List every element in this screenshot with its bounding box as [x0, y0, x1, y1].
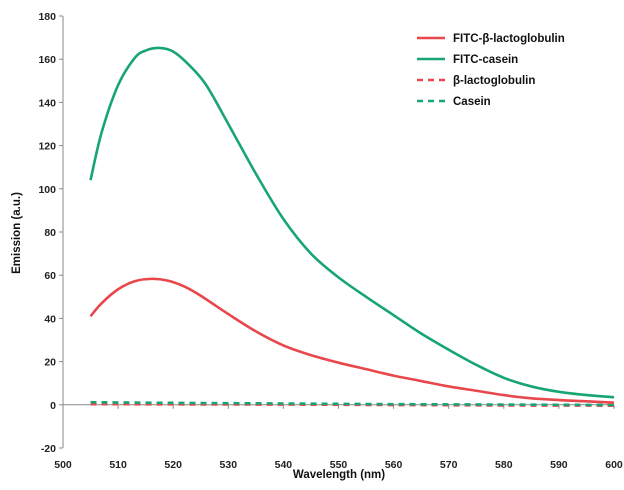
legend-label-lactoglobulin: β-lactoglobulin	[453, 75, 535, 87]
legend-label-fitc-lactoglobulin: FITC-β-lactoglobulin	[453, 33, 565, 45]
x-tick-label: 560	[385, 459, 403, 471]
y-tick-label: 80	[44, 227, 56, 239]
x-tick-label: 590	[550, 459, 568, 471]
series-line-casein	[90, 400, 615, 407]
y-tick-label: 140	[38, 97, 56, 109]
x-tick-label: 500	[54, 459, 72, 471]
series-line-lactoglobulin	[90, 402, 615, 407]
x-tick-label: 550	[330, 459, 348, 471]
series-line-fitc-casein	[89, 46, 615, 399]
y-tick-label: 40	[44, 313, 56, 325]
y-tick-label: 180	[38, 11, 56, 23]
y-tick-label: 100	[38, 184, 56, 196]
legend: FITC-β-lactoglobulin FITC-casein β-lactogl…	[417, 33, 565, 108]
y-tick-label: 120	[38, 141, 56, 153]
x-tick-label: 510	[109, 459, 127, 471]
y-tick-label: 60	[44, 270, 56, 282]
tick-labels: -20 0 20 40 60 80 100 120 140 160 180 500 510 520 530 5…	[38, 11, 622, 471]
x-tick-label: 600	[605, 459, 623, 471]
x-tick-label: 570	[440, 459, 458, 471]
y-axis-title: Emission (a.u.)	[11, 192, 23, 274]
y-tick-label: -20	[41, 443, 56, 455]
x-tick-label: 580	[495, 459, 513, 471]
legend-label-fitc-casein: FITC-casein	[453, 54, 518, 66]
y-tick-label: 0	[50, 400, 56, 412]
series-line-fitc-lactoglobulin	[89, 277, 615, 404]
x-axis-title: Wavelength (nm)	[293, 469, 385, 481]
y-tick-label: 160	[38, 54, 56, 66]
x-tick-label: 540	[275, 459, 293, 471]
series-lines	[89, 46, 615, 407]
y-tick-label: 20	[44, 357, 56, 369]
x-tick-label: 520	[164, 459, 182, 471]
legend-label-casein: Casein	[453, 96, 491, 108]
x-tick-label: 530	[220, 459, 238, 471]
